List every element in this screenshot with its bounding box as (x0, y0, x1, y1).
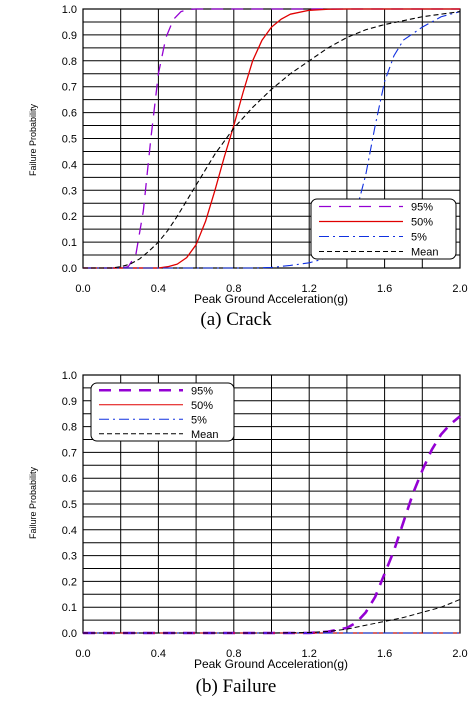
y-tick-label: 0.6 (62, 108, 77, 120)
y-tick-label: 0.6 (62, 473, 77, 485)
x-tick-label: 2.0 (452, 648, 467, 660)
y-tick-label: 0.8 (62, 422, 77, 434)
chart-failure-ylabel: Failure Probability (28, 466, 38, 539)
legend-box (310, 198, 457, 260)
legend-box (90, 382, 235, 442)
y-tick-label: 0.5 (62, 499, 77, 511)
y-tick-label: 0.3 (62, 551, 77, 563)
y-tick-label: 0.0 (62, 628, 77, 640)
legend-label: Mean (191, 429, 219, 441)
y-tick-label: 1.0 (62, 370, 77, 382)
x-tick-label: 1.6 (377, 648, 392, 660)
y-tick-label: 0.2 (62, 211, 77, 223)
x-tick-label: 2.0 (452, 283, 467, 295)
legend-label: 95% (191, 385, 213, 397)
chart-failure: Failure Probability 0.00.10.20.30.40.50.… (28, 370, 468, 697)
series-line-95pct (83, 415, 461, 635)
x-tick-label: 1.2 (302, 283, 317, 295)
chart-crack-caption: (a) Crack (200, 309, 272, 330)
chart-crack-ylabel: Failure Probability (28, 103, 38, 176)
y-tick-label: 1.0 (62, 4, 77, 16)
x-tick-label: 0.4 (151, 648, 166, 660)
y-tick-label: 0.9 (62, 30, 77, 42)
chart-failure-plot: 0.0 0.1 0.2 0.3 0.4 0.5 0.6 0.7 0.8 0.9 1.0 0.0 0.4 0… (62, 370, 468, 660)
x-tick-label: 0.8 (226, 283, 241, 295)
y-tick-label: 0.2 (62, 576, 77, 588)
y-tick-label: 0.8 (62, 56, 77, 68)
legend-label: 50% (411, 217, 433, 229)
chart-failure-xlabel: Peak Ground Acceleration(g) (194, 657, 348, 671)
y-tick-label: 0.4 (62, 525, 77, 537)
y-tick-label: 0.0 (62, 263, 77, 275)
legend-label: 95% (411, 202, 433, 214)
chart-crack: Failure Probability 0.00.10.20.30.40.50.… (28, 4, 468, 330)
chart-crack-xlabel: Peak Ground Acceleration(g) (194, 292, 348, 306)
x-tick-label: 0.4 (151, 283, 166, 295)
legend-label: 50% (191, 400, 213, 412)
x-tick-label: 0.8 (226, 648, 241, 660)
series-line-mean (83, 11, 461, 269)
series-line-mean (83, 598, 461, 634)
x-tick-label: 0.0 (75, 648, 90, 660)
y-tick-label: 0.9 (62, 396, 77, 408)
series-line-50pct (83, 8, 460, 269)
legend-label: 5% (191, 414, 207, 426)
x-tick-label: 1.6 (377, 283, 392, 295)
y-tick-label: 0.7 (62, 447, 77, 459)
legend-label: Mean (411, 247, 439, 259)
chart-failure-caption: (b) Failure (196, 676, 277, 697)
chart-crack-plot: 0.0 0.1 0.2 0.3 0.4 0.5 0.6 0.7 0.8 0.9 1.0 0.0 0.4 0… (62, 4, 468, 295)
y-tick-label: 0.3 (62, 185, 77, 197)
x-tick-label: 1.2 (302, 648, 317, 660)
y-tick-label: 0.1 (62, 602, 77, 614)
y-tick-label: 0.1 (62, 237, 77, 249)
y-tick-label: 0.4 (62, 159, 77, 171)
x-tick-label: 0.0 (75, 283, 90, 295)
y-tick-label: 0.7 (62, 82, 77, 94)
y-tick-label: 0.5 (62, 134, 77, 146)
legend-label: 5% (411, 232, 427, 244)
